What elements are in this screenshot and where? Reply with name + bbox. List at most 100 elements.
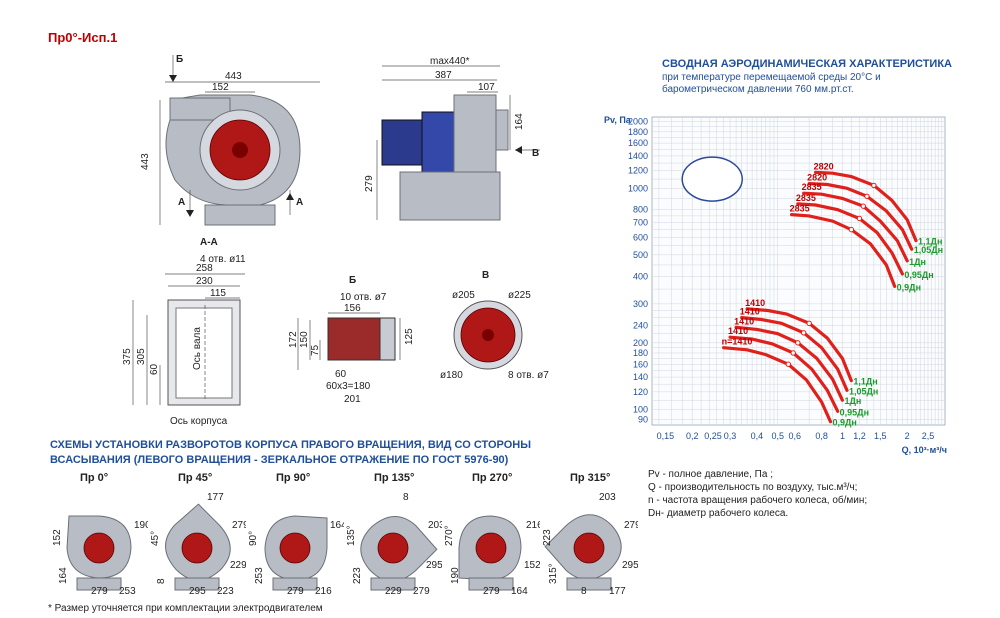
y-tick-label: 90: [638, 415, 648, 425]
dim-width: 443: [225, 71, 242, 82]
series-diameter-label: 1Дн: [909, 257, 926, 267]
y-tick-label: 120: [633, 387, 648, 397]
legend-line4: Dн- диаметр рабочего колеса.: [648, 508, 789, 519]
series-point: [795, 340, 801, 346]
dim-375: 375: [122, 348, 133, 365]
certification-logo-icon: [681, 156, 743, 202]
scheme-drawing: 45° 8 295 223 279 229 177: [150, 492, 246, 597]
series-rpm-label: n=1410: [722, 337, 753, 347]
scheme-dim: 203: [428, 520, 442, 531]
dim-180: ø180: [440, 370, 463, 381]
scheme-dim: 279: [483, 586, 500, 597]
y-tick-label: 600: [633, 232, 648, 242]
scheme-dim: 45°: [150, 531, 161, 546]
technical-drawings: Б 443 152 443 А А max440* 387 107 164 27…: [122, 54, 549, 427]
schemes-title-line2: ВСАСЫВАНИЯ (ЛЕВОГО ВРАЩЕНИЯ - ЗЕРКАЛЬНОЕ…: [50, 454, 509, 466]
x-tick-label: 1: [840, 431, 845, 441]
scheme-dim: 190: [450, 567, 461, 584]
dim-230: 230: [196, 276, 213, 287]
scheme-drawing: 223 315° 8 177 279 295 203: [542, 492, 638, 597]
series-rpm-label: 2835: [796, 193, 816, 203]
scheme-dim: 295: [622, 560, 638, 571]
scheme-label: Пр 90°: [276, 472, 311, 484]
dim-164: 164: [514, 113, 525, 130]
dim-60-b: 60: [335, 369, 347, 380]
x-tick-label: 1,5: [874, 431, 887, 441]
x-tick-label: 0,2: [686, 431, 699, 441]
scheme-dim: 270°: [444, 525, 455, 546]
dim-75: 75: [310, 344, 321, 356]
series-point: [864, 193, 870, 199]
schemes-title: СХЕМЫ УСТАНОВКИ РАЗВОРОТОВ КОРПУСА ПРАВО…: [50, 438, 531, 468]
dim-107: 107: [478, 82, 495, 93]
chart-title: СВОДНАЯ АЭРОДИНАМИЧЕСКАЯ ХАРАКТЕРИСТИКА: [662, 58, 952, 70]
scheme-dim: 279: [91, 586, 108, 597]
scheme-dim: 253: [254, 567, 265, 584]
series-rpm-label: 2835: [790, 204, 810, 214]
scheme-label: Пр 270°: [472, 472, 513, 484]
view-letter-b: Б: [176, 54, 183, 65]
scheme-dim: 164: [330, 520, 344, 531]
y-tick-label: 1400: [628, 151, 648, 161]
x-tick-label: 2: [905, 431, 910, 441]
series-point: [800, 330, 807, 336]
y-tick-label: 1000: [628, 183, 648, 193]
series-point: [790, 350, 796, 356]
dim-60: 60: [149, 363, 160, 375]
series-rpm-label: 1410: [728, 326, 748, 336]
series-diameter-label: 1Дн: [844, 396, 861, 406]
scheme-drawing: 270° 190 279 164 216 152: [444, 515, 540, 597]
x-tick-label: 0,6: [789, 431, 802, 441]
dim-172: 172: [288, 331, 299, 348]
view-b-title: Б: [349, 275, 356, 286]
scheme-dim: 216: [315, 586, 332, 597]
scheme-dim: 8: [156, 578, 167, 584]
y-tick-label: 500: [633, 250, 648, 260]
scheme-drawing: 135° 223 229 279 203 295 8: [346, 492, 442, 597]
scheme-dim: 164: [58, 567, 69, 584]
impeller-icon: [83, 532, 115, 564]
scheme-label: Пр 0°: [80, 472, 109, 484]
series-point: [860, 203, 866, 209]
y-tick-label: 1200: [628, 166, 648, 176]
series-point: [785, 361, 792, 367]
scheme-dim: 216: [526, 520, 540, 531]
view-b: Б 10 отв. ø7 156 172 150 75 125 60 60x3=…: [288, 275, 415, 405]
scheme-drawing: 152 164 279 253 190: [52, 515, 148, 597]
scheme-label: Пр 45°: [178, 472, 213, 484]
body-axis-label: Ось корпуса: [170, 416, 228, 427]
section-aa-title: А-А: [200, 237, 218, 248]
scheme-dim: 152: [524, 560, 540, 571]
section-aa-holes: 4 отв. ø11: [200, 254, 246, 265]
shaft-axis-label: Ось вала: [192, 327, 203, 370]
scheme-dim: 190: [134, 520, 148, 531]
x-tick-label: 0,3: [724, 431, 737, 441]
x-tick-label: 2,5: [922, 431, 935, 441]
impeller-icon: [475, 532, 507, 564]
series-point: [806, 320, 812, 327]
chart-legend: Pv - полное давление, Па ; Q - производи…: [648, 468, 867, 520]
y-tick-label: 140: [633, 372, 648, 382]
scheme-dim: 279: [624, 520, 638, 531]
series-diameter-label: 1,1Дн: [853, 377, 877, 387]
dim-387: 387: [435, 70, 452, 81]
scheme-dim: 223: [217, 586, 234, 597]
scheme-dim: 315°: [548, 563, 559, 584]
series-point: [848, 226, 855, 233]
impeller-icon: [279, 532, 311, 564]
y-tick-label: 1600: [628, 138, 648, 148]
scheme-dim: 177: [609, 586, 626, 597]
x-tick-label: 1,2: [853, 431, 866, 441]
dim-258: 258: [196, 263, 213, 274]
series-diameter-label: 1,1Дн: [918, 237, 942, 247]
y-tick-label: 160: [633, 359, 648, 369]
scheme-dim: 152: [52, 529, 63, 546]
x-tick-label: 0,4: [751, 431, 764, 441]
model-code: Пр0°-Исп.1: [48, 30, 118, 45]
impeller-icon: [181, 532, 213, 564]
y-tick-label: 2000: [628, 117, 648, 127]
installation-schemes: Пр 0° 152 164 279 253 190 Пр 45° 45° 8 295 223 279 2…: [50, 472, 660, 600]
scheme-dim: 164: [511, 586, 528, 597]
aerodynamic-chart: 2000180016001400120010008007006005004003…: [604, 115, 947, 455]
dim-305: 305: [136, 348, 147, 365]
